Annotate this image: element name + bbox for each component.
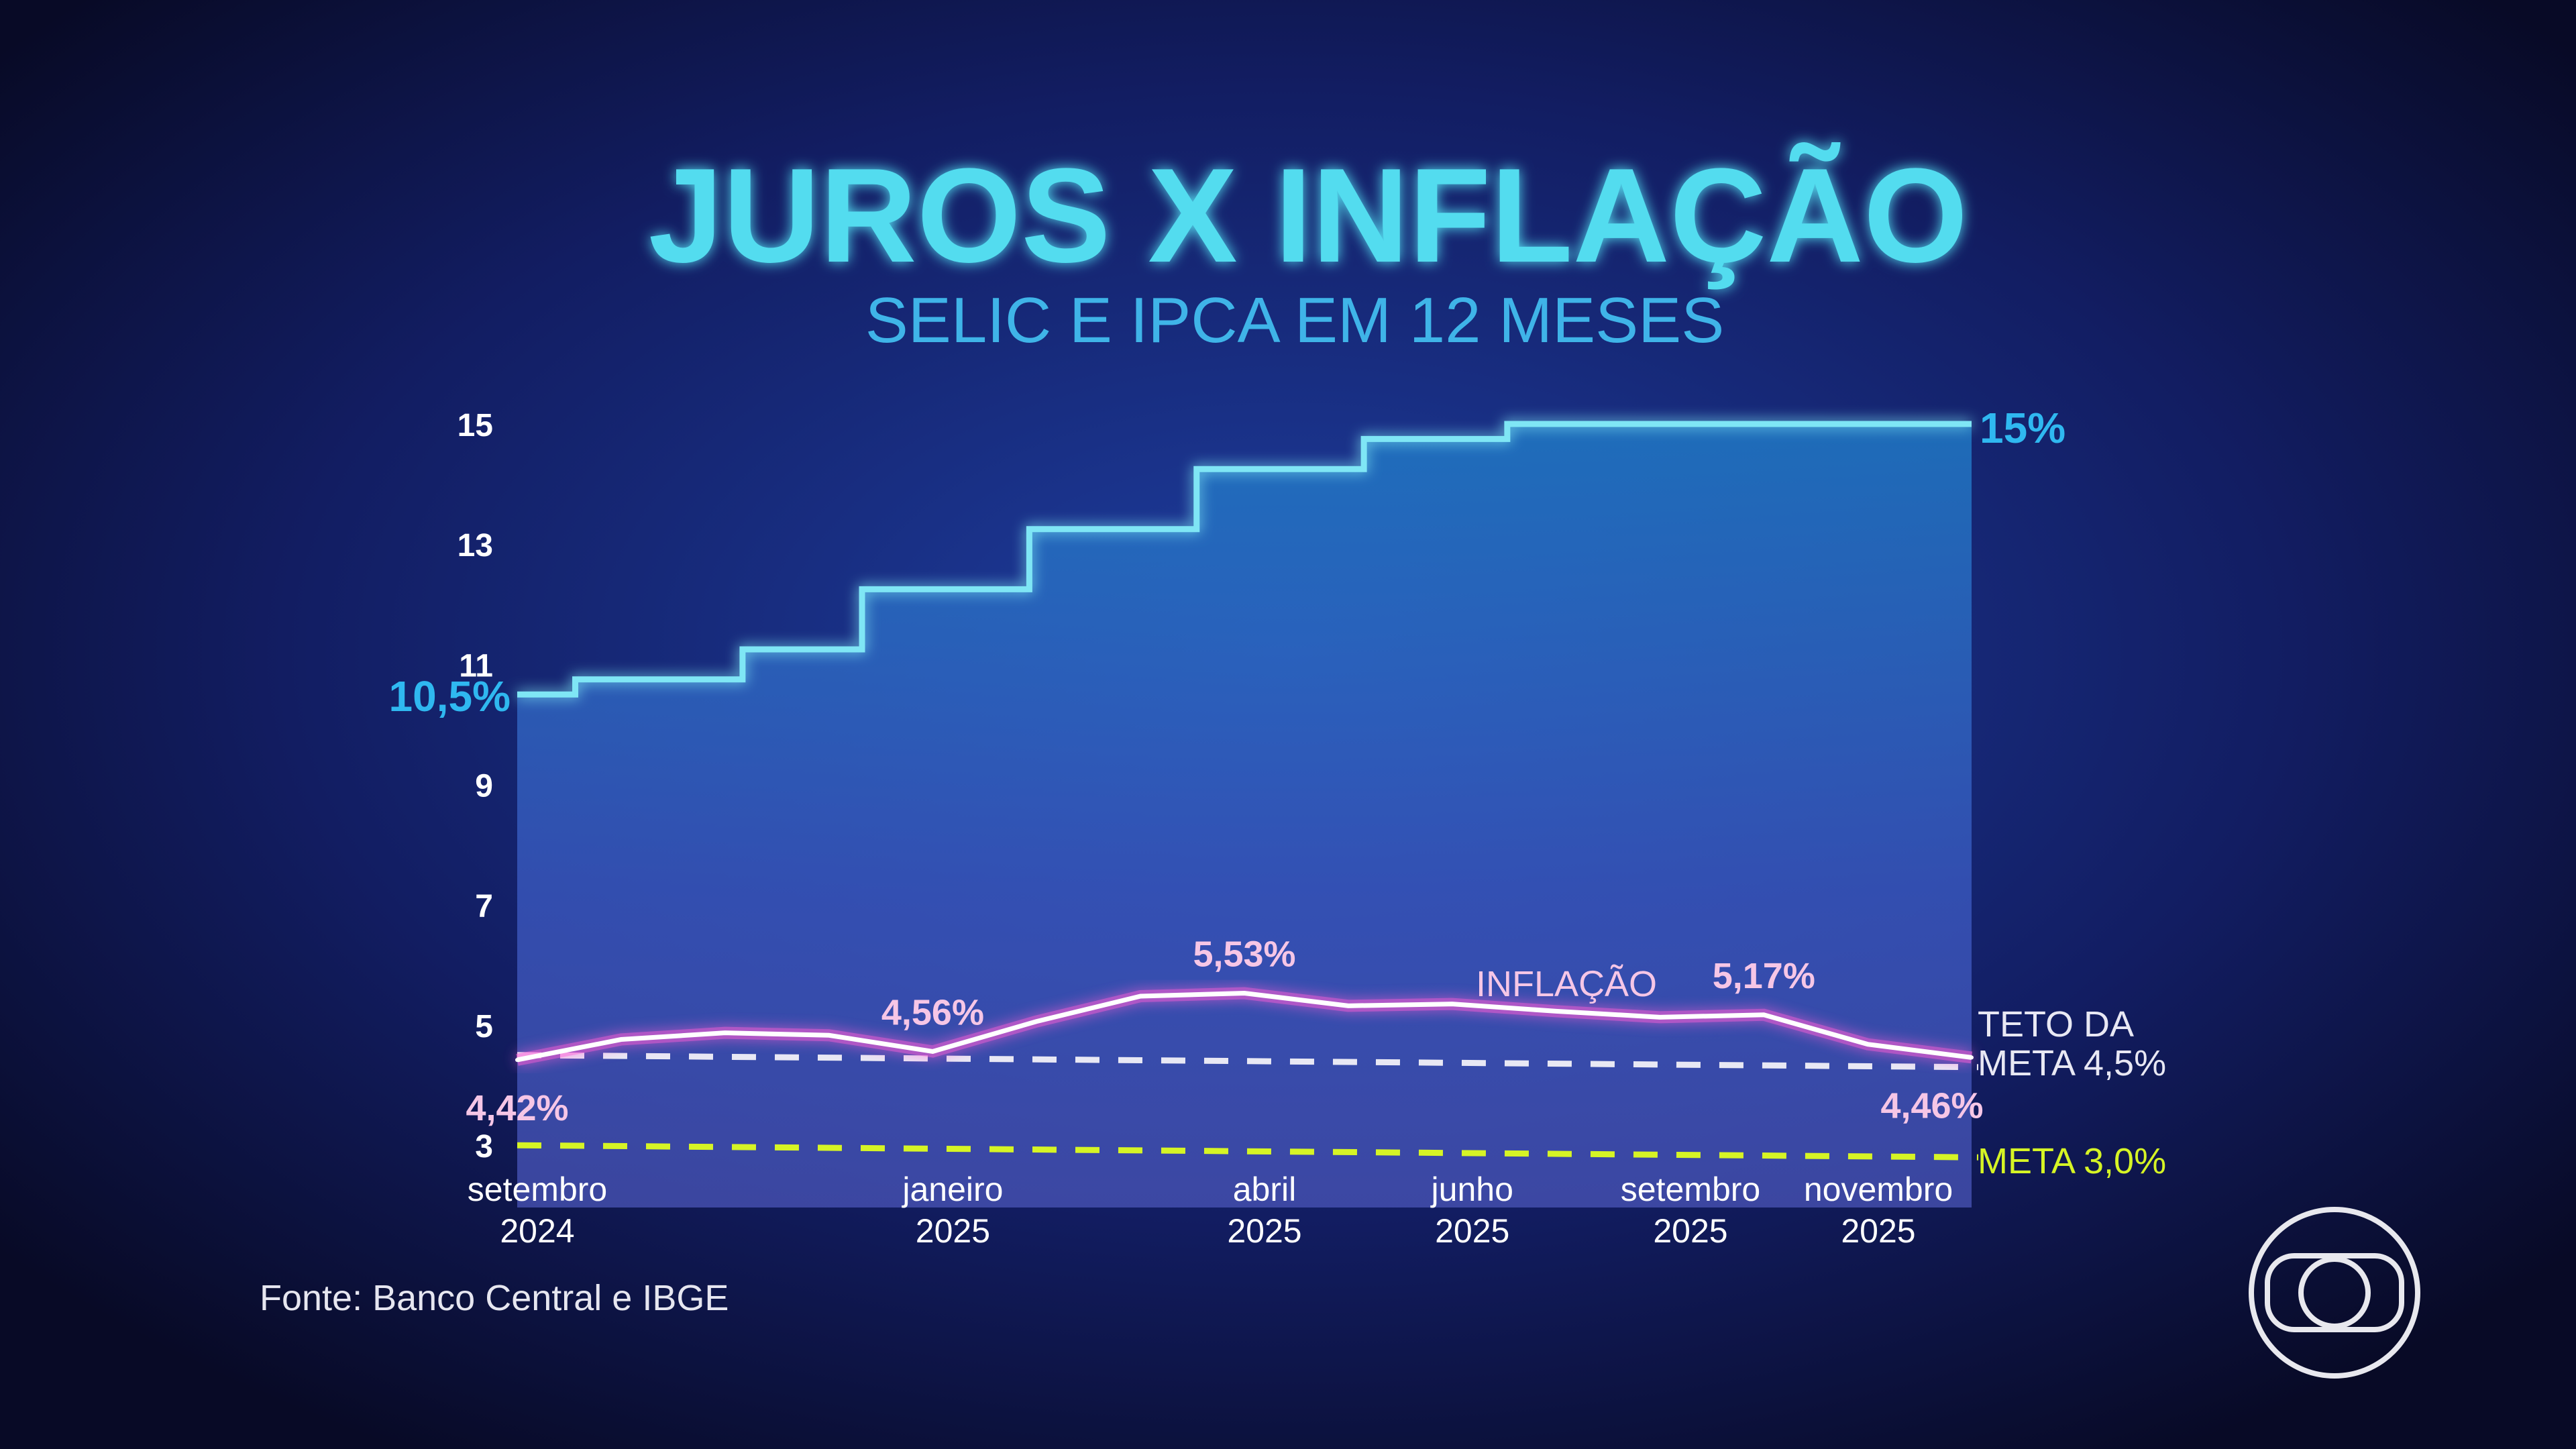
ipca-point	[1034, 1019, 1039, 1024]
selic-start-label: 10,5%	[389, 672, 511, 720]
ipca-value-label: 4,42%	[466, 1088, 568, 1128]
ipca-value-label: 4,56%	[881, 992, 984, 1032]
ipca-point	[619, 1037, 623, 1042]
ipca-point	[826, 1033, 831, 1038]
y-tick-label: 13	[458, 528, 493, 564]
y-tick-label: 3	[475, 1129, 493, 1165]
x-tick-label: 2025	[916, 1212, 990, 1250]
y-tick-label: 5	[475, 1009, 493, 1044]
ipca-point	[515, 1057, 519, 1062]
ipca-point	[722, 1030, 727, 1035]
x-tick-label: 2025	[1435, 1212, 1509, 1250]
globo-logo-icon	[2249, 1207, 2420, 1379]
reference-label: META 4,5%	[1978, 1043, 2166, 1083]
ipca-point	[1554, 1009, 1558, 1014]
x-tick-label: abril	[1233, 1171, 1296, 1208]
x-tick-label: novembro	[1804, 1171, 1953, 1208]
ipca-series-label: INFLAÇÃO	[1476, 964, 1657, 1004]
y-tick-label: 9	[475, 769, 493, 804]
ipca-point	[1866, 1042, 1870, 1046]
source-note: Fonte: Banco Central e IBGE	[260, 1278, 729, 1318]
y-tick-label: 15	[458, 408, 493, 443]
x-tick-label: 2024	[500, 1212, 574, 1250]
y-tick-label: 11	[459, 648, 493, 684]
reference-line	[517, 1052, 1979, 1071]
x-tick-label: setembro	[468, 1171, 607, 1208]
ipca-value-label: 5,53%	[1193, 934, 1295, 975]
ipca-value-label: 5,17%	[1713, 956, 1815, 996]
reference-label: META 3,0%	[1978, 1141, 2166, 1181]
selic-end-label: 15%	[1980, 404, 2065, 452]
x-tick-label: setembro	[1621, 1171, 1760, 1208]
ipca-point	[930, 1049, 935, 1054]
ipca-value-label: 4,46%	[1880, 1085, 1983, 1126]
ipca-point	[1658, 1015, 1662, 1020]
ipca-point	[1242, 991, 1246, 996]
chart-title: JUROS X INFLAÇÃO	[649, 141, 1968, 290]
x-tick-label: 2025	[1841, 1212, 1915, 1250]
x-tick-label: 2025	[1653, 1212, 1727, 1250]
chart-subtitle: SELIC E IPCA EM 12 MESES	[865, 284, 1724, 356]
x-tick-label: 2025	[1227, 1212, 1301, 1250]
reference-label: TETO DA	[1978, 1004, 2134, 1044]
reference-line	[517, 1142, 1979, 1161]
ipca-point	[1450, 1002, 1454, 1006]
x-tick-label: janeiro	[901, 1171, 1003, 1208]
ipca-point	[1762, 1012, 1766, 1017]
x-tick-label: junho	[1430, 1171, 1513, 1208]
selic-line	[517, 421, 1972, 698]
ipca-point	[1346, 1004, 1350, 1008]
y-tick-label: 7	[475, 889, 493, 924]
ipca-point	[1138, 994, 1143, 998]
ipca-point	[1970, 1055, 1974, 1060]
